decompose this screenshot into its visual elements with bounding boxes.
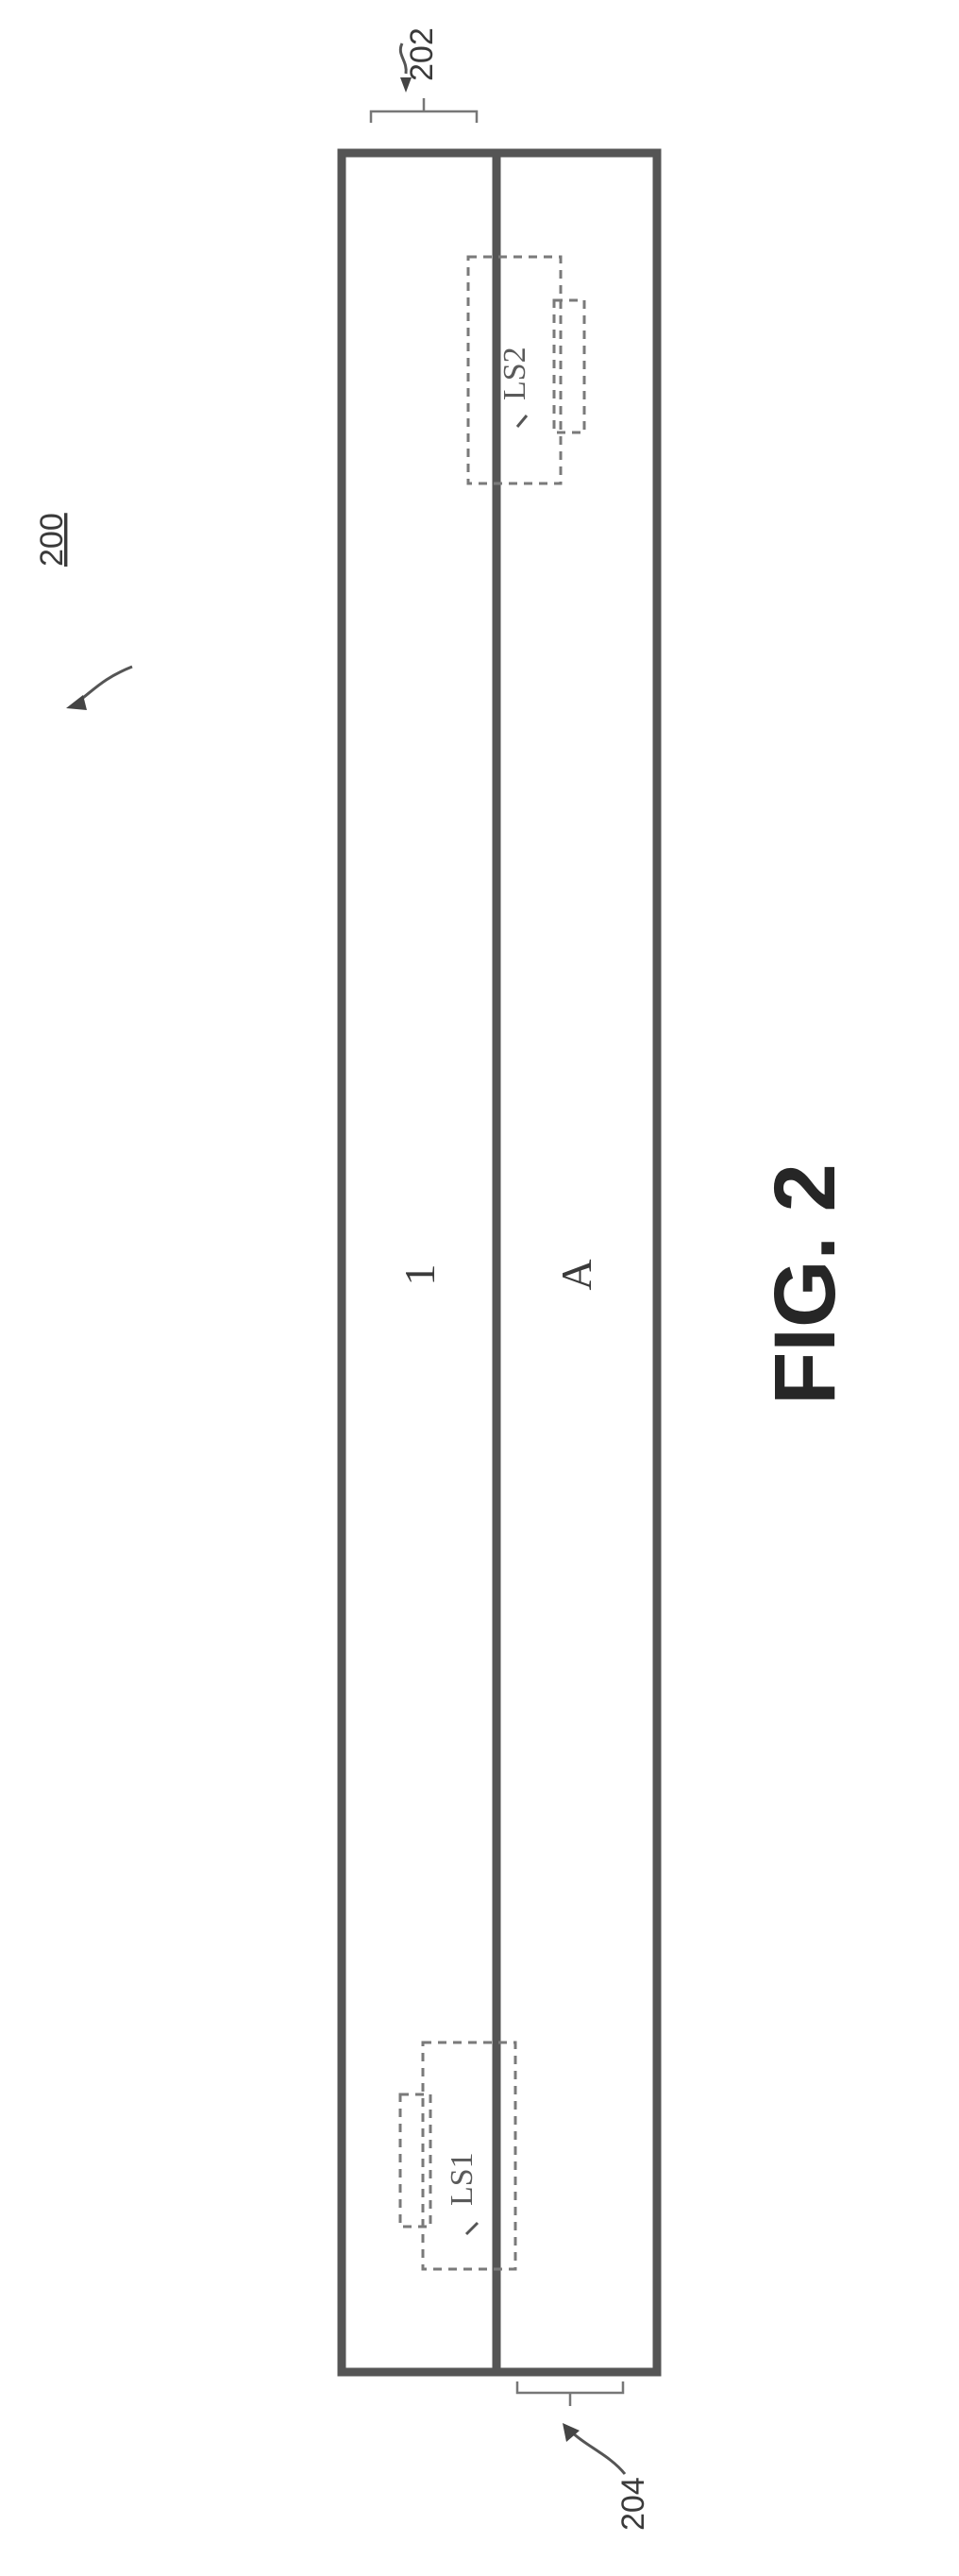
ls2-label: LS2 [497,347,532,400]
ls1-label: LS1 [445,2152,480,2206]
panel-a-label: A [552,1259,600,1290]
figure-caption: FIG. 2 [757,1163,853,1405]
reference-204: 204 [615,2477,651,2531]
reference-202: 202 [404,27,440,81]
leader-200 [79,667,132,701]
panel-1-outline [342,153,498,2372]
panel-1-label: 1 [395,1264,444,1286]
bracket-202 [371,98,477,123]
reference-200: 200 [34,513,70,567]
bracket-204 [517,2381,623,2406]
arrowhead-204 [563,2423,580,2442]
leader-204 [570,2431,625,2474]
